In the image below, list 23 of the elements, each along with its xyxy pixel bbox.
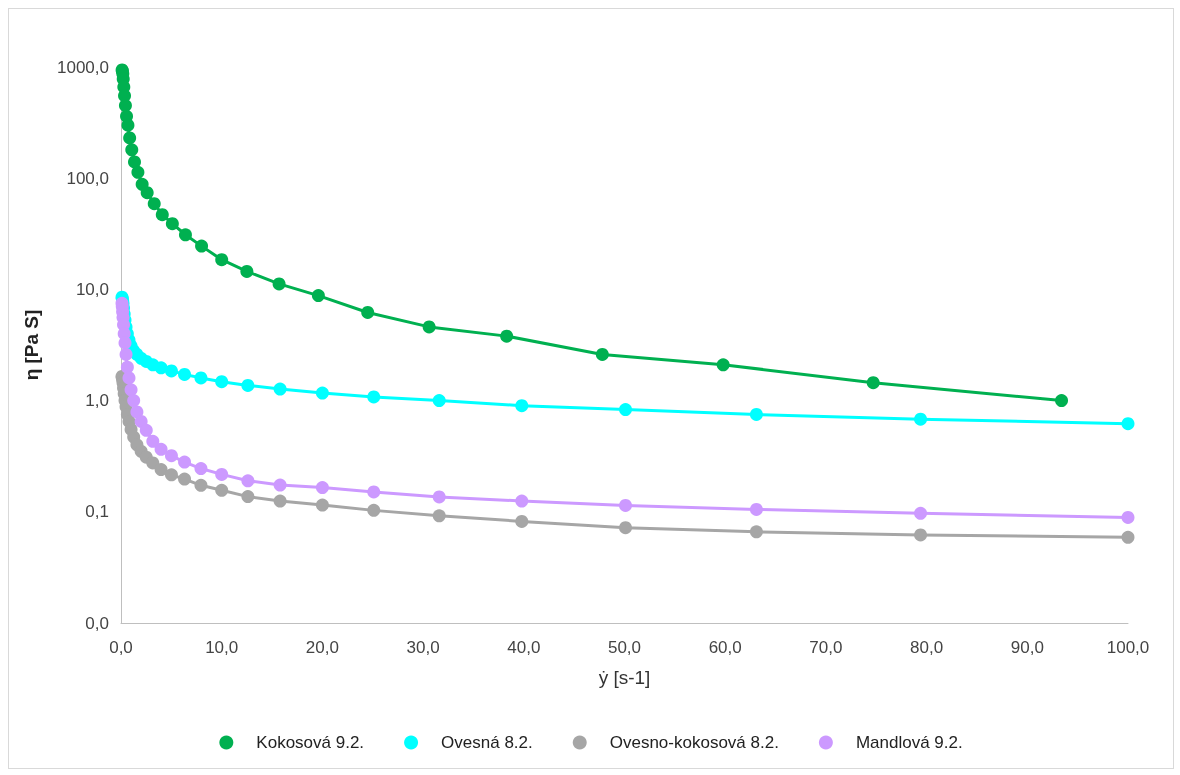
legend-label: Ovesná 8.2. bbox=[441, 733, 533, 752]
x-tick-label: 10,0 bbox=[205, 638, 239, 657]
x-tick-label: 80,0 bbox=[910, 638, 944, 657]
legend-label: Mandlová 9.2. bbox=[855, 733, 963, 752]
y-tick-label: 1,0 bbox=[85, 391, 109, 411]
x-tick-label: 0,0 bbox=[109, 638, 133, 657]
y-axis-title: η [Pa S] bbox=[21, 309, 42, 381]
y-tick-label: 0,1 bbox=[85, 502, 109, 522]
legend-label: Kokosová 9.2. bbox=[256, 733, 365, 752]
x-tick-label: 60,0 bbox=[708, 638, 742, 657]
x-tick-label: 40,0 bbox=[507, 638, 541, 657]
x-tick-label: 30,0 bbox=[406, 638, 440, 657]
y-tick-label: 10,0 bbox=[75, 279, 109, 299]
x-tick-label: 20,0 bbox=[305, 638, 339, 657]
x-axis-title: ẏ [s-1] bbox=[598, 667, 651, 688]
x-tick-label: 70,0 bbox=[809, 638, 843, 657]
x-tick-label: 100,0 bbox=[1106, 638, 1150, 657]
x-tick-label: 50,0 bbox=[607, 638, 642, 657]
x-tick-label: 90,0 bbox=[1010, 638, 1044, 657]
y-tick-label: 100,0 bbox=[66, 168, 109, 188]
y-tick-label: 0,0 bbox=[85, 613, 109, 633]
y-tick-label: 1000,0 bbox=[57, 57, 109, 77]
legend-label: Ovesno-kokosová 8.2. bbox=[609, 733, 779, 752]
